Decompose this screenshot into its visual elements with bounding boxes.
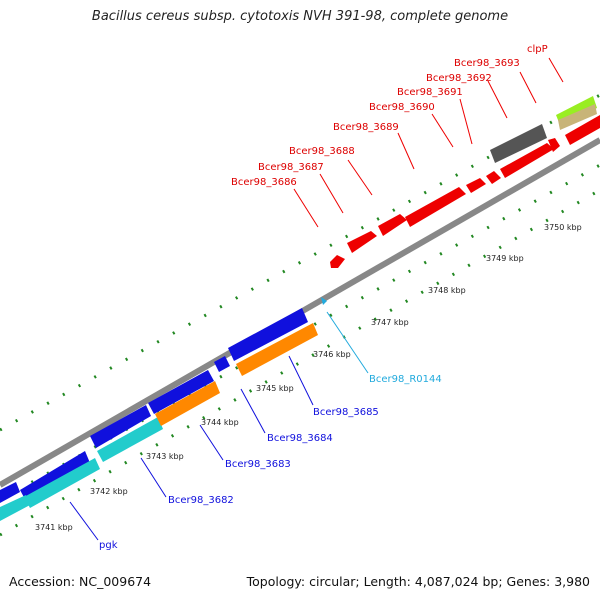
gene-label-bcer98-3688[interactable]: Bcer98_3688 <box>289 146 355 157</box>
tan-feature[interactable] <box>558 104 597 130</box>
gene-arrow-bcer98-3692[interactable] <box>500 143 554 178</box>
gene-label-bcer98-3686[interactable]: Bcer98_3686 <box>231 177 297 188</box>
gene-label-bcer98-3689[interactable]: Bcer98_3689 <box>333 122 399 133</box>
leader-line-bcer98-3687 <box>319 173 344 214</box>
gene-arrow-bcer98-3691[interactable] <box>486 171 501 184</box>
leader-line-bcer98-3693 <box>519 71 537 104</box>
leader-line-bcer98-3688 <box>347 159 373 196</box>
top-gene-labels: clpP Bcer98_3693 Bcer98_3692 Bcer98_3691… <box>231 44 548 188</box>
aux-feature-teal-3[interactable] <box>97 417 163 462</box>
gene-label-bcer98-r0144[interactable]: Bcer98_R0144 <box>369 374 442 385</box>
gene-arrow-bcer98-3682[interactable] <box>20 451 90 501</box>
leader-line-bcer98-3692 <box>487 80 508 119</box>
top-label-leaders <box>293 57 564 228</box>
scale-label-3750: 3750 kbp <box>544 223 582 232</box>
scale-label-3746: 3746 kbp <box>313 350 351 359</box>
gene-label-bcer98-3682[interactable]: Bcer98_3682 <box>168 495 234 506</box>
gene-arrow-bcer98-3683[interactable] <box>90 405 151 448</box>
gene-arrow-bcer98-3690[interactable] <box>466 178 486 193</box>
gene-label-bcer98-3690[interactable]: Bcer98_3690 <box>369 102 435 113</box>
gene-arrow-bcer98-3689[interactable] <box>405 187 466 227</box>
gene-arrow-bcer98-3687[interactable] <box>347 231 377 253</box>
leader-line-pgk <box>69 501 99 541</box>
scale-label-3743: 3743 kbp <box>146 452 184 461</box>
rna-feature-bcer98-r0144[interactable] <box>321 297 327 305</box>
leader-line-bcer98-3682 <box>140 457 167 498</box>
gene-arrow-bcer98-3686[interactable] <box>330 255 345 268</box>
accession-text: Accession: NC_009674 <box>9 574 152 589</box>
gene-label-bcer98-3691[interactable]: Bcer98_3691 <box>397 87 463 98</box>
gene-label-bcer98-3684[interactable]: Bcer98_3684 <box>267 433 333 444</box>
gene-label-bcer98-3683[interactable]: Bcer98_3683 <box>225 459 291 470</box>
bottom-gene-labels: Bcer98_R0144 Bcer98_3685 Bcer98_3684 Bce… <box>99 374 442 551</box>
scale-label-3748: 3748 kbp <box>428 286 466 295</box>
scale-label-3745: 3745 kbp <box>256 384 294 393</box>
leader-line-bcer98-r0144 <box>326 311 369 374</box>
grey-feature[interactable] <box>490 124 547 163</box>
gene-label-pgk[interactable]: pgk <box>99 540 118 551</box>
leader-line-bcer98-3689 <box>397 132 415 170</box>
scale-label-3742: 3742 kbp <box>90 487 128 496</box>
scale-label-3747: 3747 kbp <box>371 318 409 327</box>
aux-feature-teal-2[interactable] <box>24 458 100 508</box>
leader-line-bcer98-3691 <box>459 98 473 145</box>
forward-strand-features <box>0 297 327 521</box>
grid-line-lower <box>0 188 600 537</box>
scale-label-3749: 3749 kbp <box>486 254 524 263</box>
grid-line-upper <box>0 93 600 432</box>
gene-label-bcer98-3687[interactable]: Bcer98_3687 <box>258 162 324 173</box>
leader-line-clpp <box>548 57 564 83</box>
leader-line-bcer98-3686 <box>293 188 319 228</box>
gene-arrow-pgk[interactable] <box>0 482 20 503</box>
gene-label-bcer98-3693[interactable]: Bcer98_3693 <box>454 58 520 69</box>
gene-arrow-bcer98-3684[interactable] <box>148 370 214 414</box>
map-title: Bacillus cereus subsp. cytotoxis NVH 391… <box>91 9 509 24</box>
gene-label-bcer98-3685[interactable]: Bcer98_3685 <box>313 407 379 418</box>
gene-arrow-bcer98-3693[interactable] <box>548 138 560 152</box>
aux-feature-teal-1[interactable] <box>0 495 30 521</box>
gene-arrow-clpp[interactable] <box>565 115 600 145</box>
genome-summary-text: Topology: circular; Length: 4,087,024 bp… <box>246 574 590 589</box>
scale-label-3744: 3744 kbp <box>201 418 239 427</box>
scale-label-3741: 3741 kbp <box>35 523 73 532</box>
bottom-label-leaders <box>69 311 369 541</box>
gene-arrow-bcer98-3688[interactable] <box>378 214 407 236</box>
leader-line-bcer98-3683 <box>199 424 224 461</box>
scale-labels: 3741 kbp 3742 kbp 3743 kbp 3744 kbp 3745… <box>35 223 582 532</box>
aux-feature-orange-2[interactable] <box>236 323 318 376</box>
aux-feature-orange-1[interactable] <box>155 381 220 426</box>
gene-label-bcer98-3692[interactable]: Bcer98_3692 <box>426 73 492 84</box>
leader-line-bcer98-3690 <box>431 113 454 148</box>
gene-label-clpp[interactable]: clpP <box>527 44 548 55</box>
leader-line-bcer98-3684 <box>240 388 266 434</box>
reverse-strand-features <box>330 96 600 268</box>
leader-line-bcer98-3685 <box>288 355 314 406</box>
gene-arrow-bcer98-3685[interactable] <box>228 308 308 361</box>
gene-arrow-bcer98-3685-small[interactable] <box>214 356 230 372</box>
